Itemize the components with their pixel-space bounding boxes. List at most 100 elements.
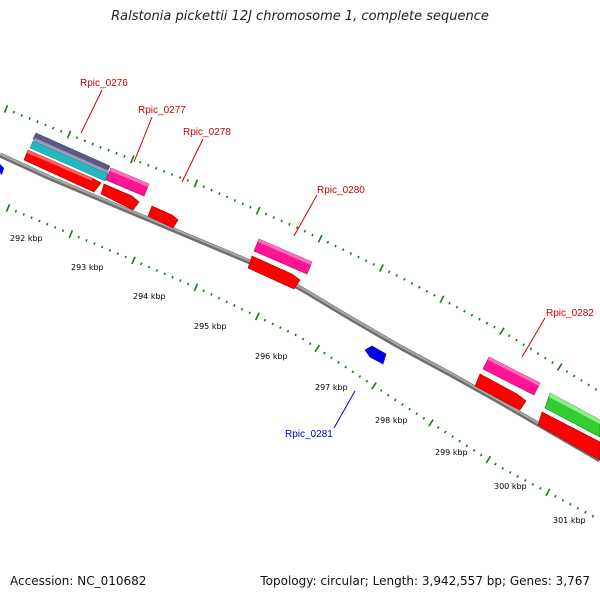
minor-tick <box>516 475 520 478</box>
gene-arrow-rpic-0282[interactable] <box>474 373 527 411</box>
gene-label-rpic-0282[interactable]: Rpic_0282 <box>546 308 594 319</box>
minor-tick <box>472 448 476 452</box>
gene-label-rpic-0276[interactable]: Rpic_0276 <box>80 78 128 89</box>
minor-tick <box>479 453 483 457</box>
minor-tick <box>572 374 576 378</box>
minor-tick <box>241 202 244 206</box>
minor-tick <box>403 277 406 281</box>
minor-tick <box>584 510 587 514</box>
minor-tick <box>271 322 274 326</box>
gene-arrow-rpic-0278[interactable] <box>147 205 179 229</box>
minor-tick <box>139 160 142 164</box>
major-tick <box>254 312 260 321</box>
minor-tick <box>569 502 572 506</box>
major-tick <box>545 488 551 497</box>
minor-tick <box>107 148 110 152</box>
gene-blue-left-edge[interactable] <box>0 164 4 175</box>
major-tick <box>314 344 321 353</box>
minor-tick <box>311 233 314 237</box>
minor-tick <box>225 195 229 199</box>
major-tick <box>68 229 74 239</box>
gene-arrow-right-edge[interactable] <box>537 411 600 461</box>
major-tick <box>193 179 199 188</box>
minor-tick <box>22 213 25 216</box>
minor-tick <box>337 360 340 364</box>
major-tick <box>5 203 11 213</box>
topology-text: Topology: circular; Length: 3,942,557 bp… <box>260 574 590 588</box>
minor-tick <box>147 265 151 269</box>
minor-tick <box>288 222 291 226</box>
gene-pink-rpic-0280[interactable] <box>253 238 313 275</box>
minor-tick <box>53 226 57 229</box>
minor-tick <box>170 173 174 176</box>
minor-tick <box>308 342 312 346</box>
minor-tick <box>576 506 580 510</box>
minor-tick <box>551 361 554 364</box>
gene-green-bar-top <box>549 393 600 424</box>
minor-tick <box>349 251 353 255</box>
minor-tick <box>115 151 118 155</box>
gene-arrow-rpic-0277[interactable] <box>100 183 140 211</box>
minor-tick <box>93 242 96 246</box>
minor-tick <box>46 222 49 226</box>
major-tick <box>428 419 434 427</box>
minor-tick <box>415 412 419 416</box>
minor-tick <box>280 219 283 223</box>
minor-tick <box>522 343 525 347</box>
minor-tick <box>580 379 583 382</box>
minor-tick <box>202 185 206 189</box>
minor-tick <box>14 209 18 213</box>
minor-tick <box>147 163 150 167</box>
minor-tick <box>233 304 236 307</box>
minor-tick <box>444 430 447 434</box>
minor-tick <box>108 248 112 252</box>
minor-tick <box>75 136 79 140</box>
minor-tick <box>61 229 65 233</box>
gene-label-rpic-0281[interactable]: Rpic_0281 <box>285 429 333 440</box>
gene-arrow-rpic-0276-top <box>27 150 92 181</box>
minor-tick <box>123 154 126 158</box>
gene-cyan-bar[interactable] <box>29 140 109 182</box>
minor-tick <box>163 272 166 276</box>
minor-tick <box>364 259 368 263</box>
major-tick <box>66 130 72 139</box>
scale-label: 293 kbp <box>71 263 104 272</box>
gene-label-rpic-0277[interactable]: Rpic_0277 <box>138 105 186 116</box>
minor-tick <box>395 274 399 277</box>
gene-label-rpic-0278[interactable]: Rpic_0278 <box>183 127 231 138</box>
minor-tick <box>365 379 369 383</box>
gene-pink-rpic-0277-top <box>110 168 149 187</box>
minor-tick <box>341 248 345 252</box>
minor-tick <box>448 301 451 305</box>
minor-tick <box>393 398 397 402</box>
gene-pink-rpic-0282-top <box>488 357 540 386</box>
minor-tick <box>386 393 390 397</box>
major-tick <box>371 382 377 390</box>
minor-tick <box>344 365 347 369</box>
minor-tick <box>249 205 252 209</box>
minor-tick <box>83 139 87 143</box>
gene-arrow-rpic-0276[interactable] <box>23 149 102 193</box>
minor-tick <box>85 239 88 242</box>
minor-tick <box>465 444 469 448</box>
minor-tick <box>330 356 333 360</box>
minor-tick <box>124 255 127 259</box>
minor-tick <box>217 296 221 300</box>
major-tick <box>193 283 199 292</box>
minor-tick <box>99 145 102 149</box>
minor-tick <box>116 252 120 256</box>
minor-tick <box>379 389 383 392</box>
minor-tick <box>536 352 540 356</box>
scale-label: 300 kbp <box>494 482 527 491</box>
gene-arrow-rpic-0281[interactable] <box>364 345 387 365</box>
minor-tick <box>248 311 251 315</box>
minor-tick <box>594 387 598 391</box>
minor-tick <box>233 198 237 202</box>
minor-tick <box>272 216 276 219</box>
gene-arrow-rpic-0280[interactable] <box>247 255 301 290</box>
minor-tick <box>155 269 159 272</box>
gene-label-rpic-0280[interactable]: Rpic_0280 <box>317 185 365 196</box>
scale-label: 296 kbp <box>255 352 288 361</box>
major-tick <box>485 455 492 464</box>
minor-tick <box>171 275 174 279</box>
